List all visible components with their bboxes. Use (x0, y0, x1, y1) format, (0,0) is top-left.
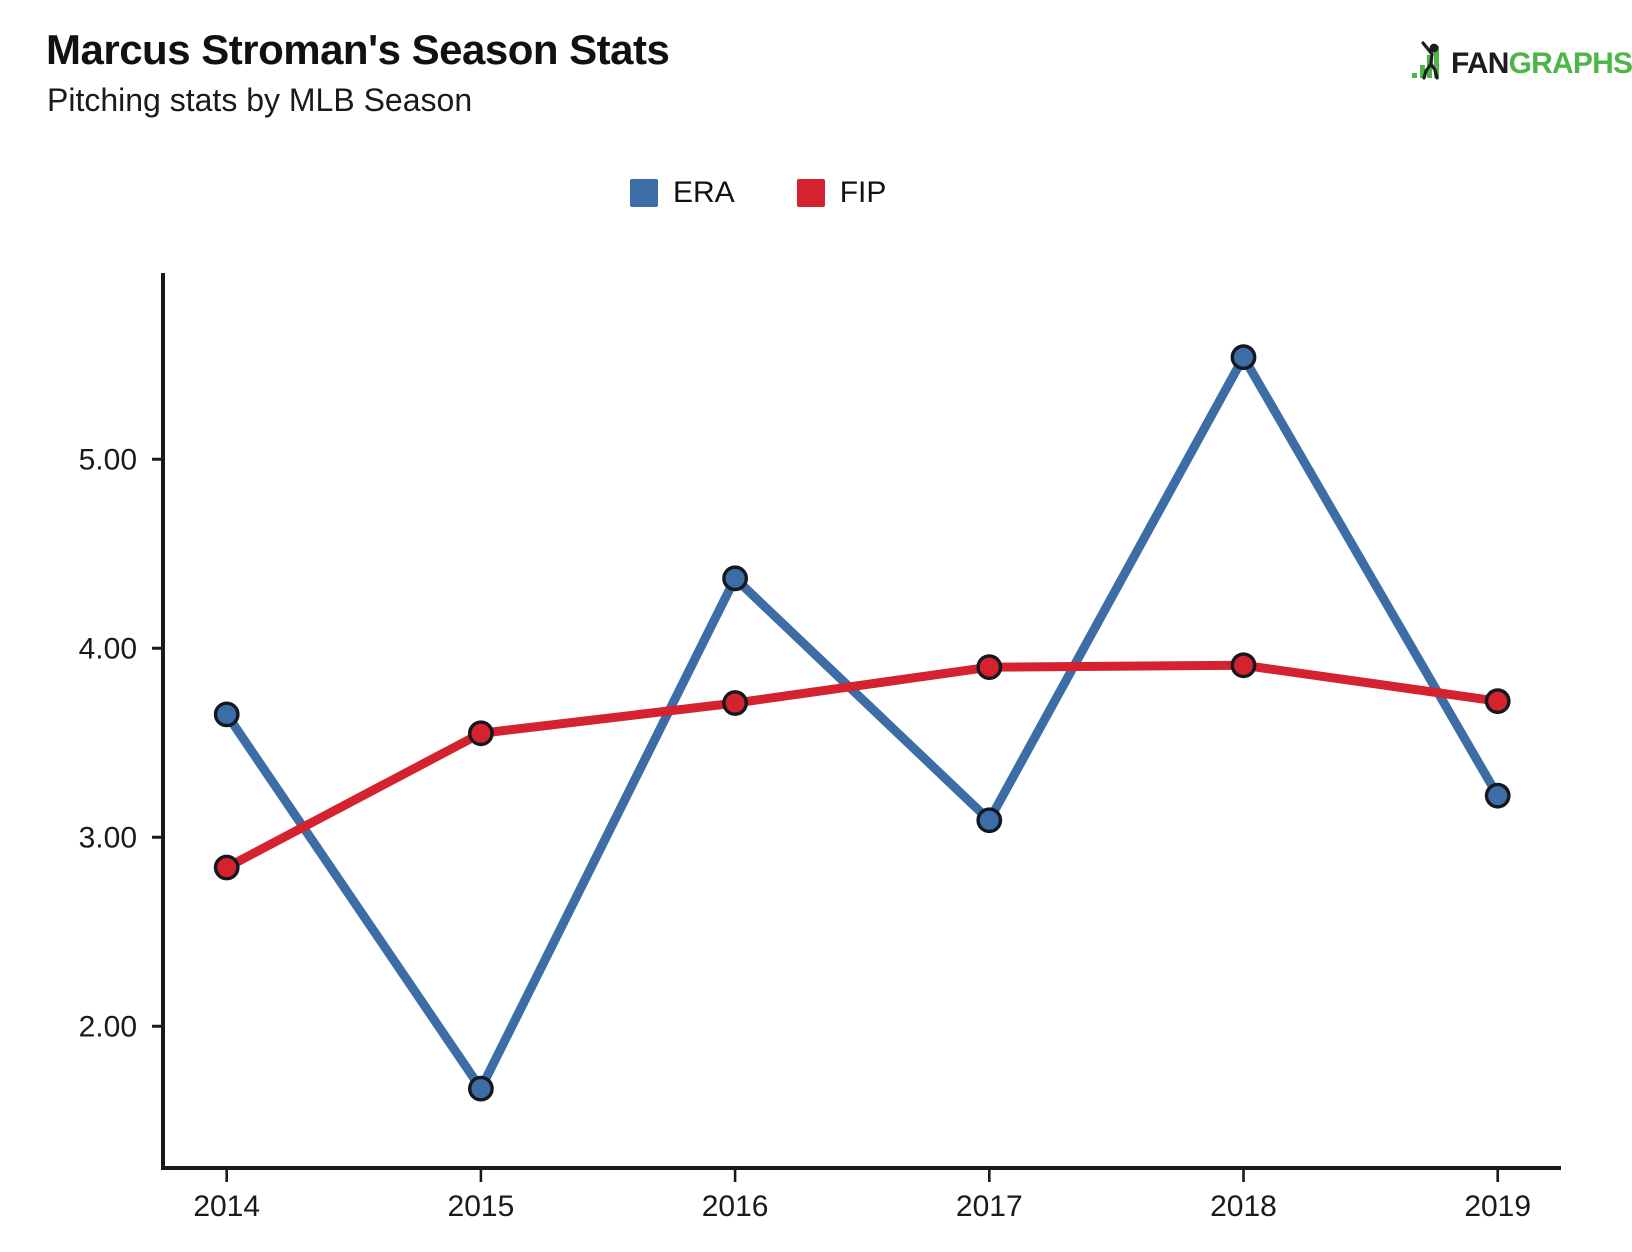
legend-item-fip: FIP (796, 176, 887, 210)
logo-text-graphs: GRAPHS (1508, 47, 1632, 80)
era-point-2014 (213, 701, 240, 728)
legend-swatch-fip (796, 179, 825, 207)
x-tick-label: 2018 (1210, 1190, 1277, 1223)
x-tick-label: 2017 (956, 1190, 1023, 1223)
fangraphs-logo: FANGRAPHS (1412, 40, 1632, 80)
chart-subtitle: Pitching stats by MLB Season (47, 82, 473, 118)
fip-point-2019 (1484, 688, 1511, 715)
y-tick-label: 3.00 (79, 821, 137, 854)
fip-point-2017 (976, 654, 1003, 681)
logo-text-fan: FAN (1451, 47, 1509, 80)
fangraphs-logo-icon (1412, 41, 1439, 80)
fip-point-2014 (213, 854, 240, 881)
era-point-2017 (976, 807, 1003, 834)
y-tick-label: 5.00 (79, 443, 137, 476)
chart-title: Marcus Stroman's Season Stats (46, 26, 670, 73)
fip-point-2016 (722, 690, 748, 716)
y-tick-label: 4.00 (79, 632, 137, 665)
x-tick-label: 2014 (193, 1190, 260, 1223)
x-tick-label: 2015 (448, 1190, 515, 1223)
era-point-2015 (467, 1075, 494, 1102)
era-point-2018 (1230, 344, 1257, 371)
era-point-2019 (1484, 782, 1511, 809)
legend-label: ERA (673, 176, 735, 209)
era-point-2016 (722, 565, 748, 592)
fip-point-2018 (1230, 652, 1257, 679)
legend-item-era: ERA (630, 176, 735, 210)
y-tick-label: 2.00 (79, 1010, 137, 1043)
fip-line (222, 660, 1503, 872)
legend-label: FIP (839, 176, 887, 209)
fip-point-2015 (467, 720, 494, 747)
x-tick-label: 2019 (1464, 1190, 1531, 1223)
legend-swatch-era (630, 179, 658, 207)
chart-legend: ERA FIP (630, 176, 886, 210)
era-line (222, 352, 1503, 1094)
x-tick-label: 2016 (702, 1190, 769, 1223)
